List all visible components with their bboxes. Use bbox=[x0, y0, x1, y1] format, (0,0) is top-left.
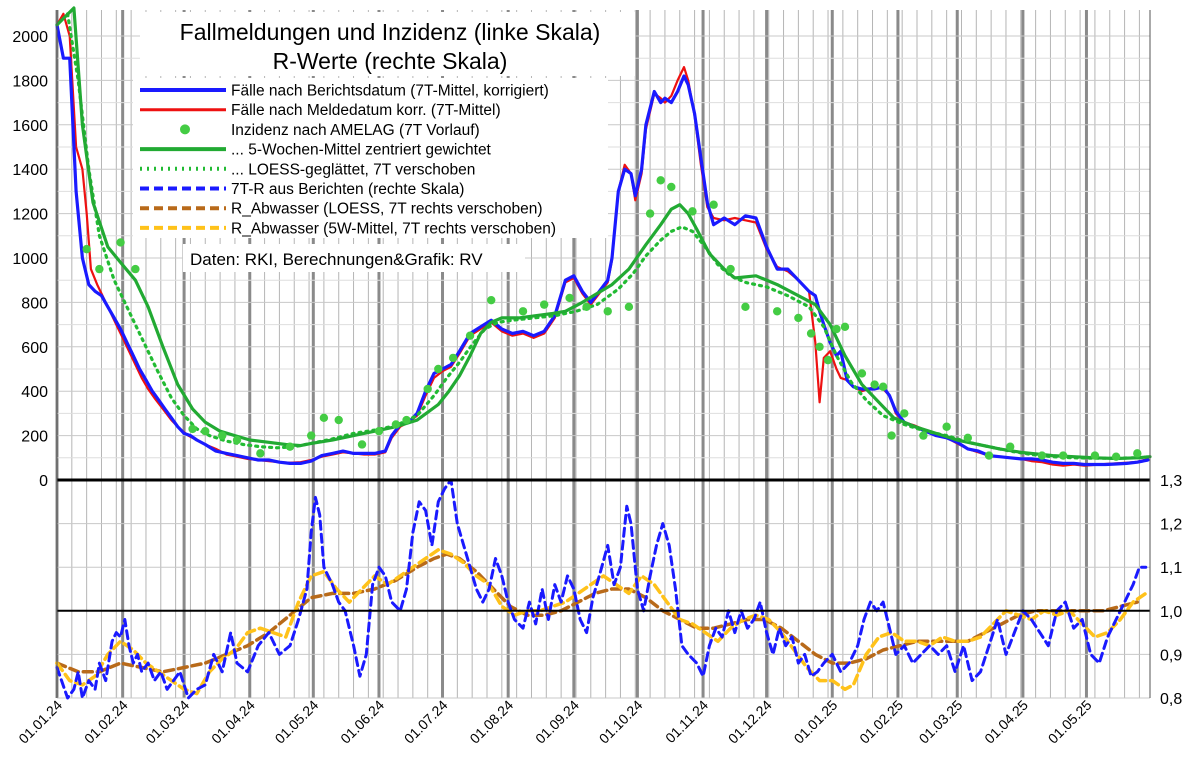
series-amelag-dots-point bbox=[900, 409, 909, 418]
y-left-tick-label: 2000 bbox=[12, 29, 48, 46]
series-amelag-dots-point bbox=[487, 295, 496, 305]
legend-label: ... 5-Wochen-Mittel zentriert gewichtet bbox=[231, 142, 492, 159]
series-amelag-dots-point bbox=[656, 176, 665, 185]
series-amelag-dots-point bbox=[1005, 442, 1015, 451]
source-note-box bbox=[183, 244, 525, 272]
series-amelag-dots-point bbox=[188, 424, 197, 434]
y-left-tick-label: 1400 bbox=[12, 162, 48, 179]
legend-box bbox=[133, 78, 608, 238]
y-right-tick-label: 0,9 bbox=[1160, 647, 1182, 664]
series-amelag-dots-point bbox=[1111, 452, 1121, 461]
y-left-tick-label: 600 bbox=[21, 340, 48, 357]
series-5w-mittel bbox=[55, 6, 1152, 461]
series-amelag-dots-point bbox=[434, 364, 443, 374]
series-amelag-dots-point bbox=[565, 293, 574, 303]
series-amelag-dots-point bbox=[95, 264, 104, 274]
y-right-tick-label: 1,0 bbox=[1160, 604, 1182, 621]
chart-title: Fallmeldungen und Inzidenz (linke Skala) bbox=[180, 19, 601, 45]
legend-label: R_Abwasser (5W-Mittel, 7T rechts verscho… bbox=[231, 220, 556, 237]
y-left-tick-label: 1200 bbox=[12, 207, 48, 224]
series-amelag-dots-point bbox=[645, 209, 655, 218]
series-amelag-dots-point bbox=[402, 415, 411, 425]
series-amelag-dots-point bbox=[539, 300, 549, 309]
series-amelag-dots-point bbox=[688, 207, 697, 216]
series-amelag-dots-point bbox=[131, 264, 140, 274]
y-left-tick-label: 200 bbox=[21, 429, 48, 446]
series-amelag-dots-point bbox=[741, 302, 750, 312]
legend-swatch bbox=[180, 124, 190, 135]
y-right-tick-label: 0,8 bbox=[1160, 691, 1182, 708]
series-amelag-dots-point bbox=[448, 353, 458, 363]
series-amelag-dots-point bbox=[319, 413, 329, 423]
series-r-abwasser-5w bbox=[55, 548, 1148, 696]
series-amelag-dots-point bbox=[942, 422, 951, 431]
series-amelag-dots-point bbox=[624, 302, 634, 312]
y-left-tick-label: 400 bbox=[21, 384, 48, 401]
series-amelag-dots-point bbox=[772, 307, 782, 316]
series-amelag-dots-point bbox=[709, 200, 718, 209]
series-r-berichte bbox=[55, 478, 1148, 700]
series-amelag-dots-point bbox=[374, 426, 384, 436]
legend-label: 7T-R aus Berichten (rechte Skala) bbox=[231, 181, 464, 198]
series-amelag-dots-point bbox=[334, 415, 343, 425]
series-amelag-dots-point bbox=[878, 382, 888, 391]
series-amelag-dots-point bbox=[285, 442, 295, 451]
y-left-tick-label: 1600 bbox=[12, 118, 48, 135]
series-amelag-dots-point bbox=[832, 324, 841, 334]
series-amelag-dots-point bbox=[518, 307, 528, 316]
series-amelag-dots-point bbox=[603, 307, 612, 316]
series-amelag-dots-point bbox=[357, 440, 367, 449]
series-layer bbox=[55, 6, 1152, 700]
y-left-tick-label: 0 bbox=[39, 473, 48, 490]
y-left-tick-label: 1000 bbox=[12, 251, 48, 268]
title-box bbox=[140, 12, 635, 76]
series-amelag-dots-point bbox=[256, 449, 265, 458]
series-amelag-dots-point bbox=[201, 426, 210, 436]
y-left-tick-label: 1800 bbox=[12, 73, 48, 90]
series-amelag-dots-point bbox=[887, 431, 896, 440]
y-left-tick-label: 800 bbox=[21, 295, 48, 312]
series-amelag-dots-point bbox=[116, 238, 125, 247]
series-amelag-dots-point bbox=[391, 420, 401, 429]
series-amelag-dots-point bbox=[582, 302, 591, 312]
series-amelag-dots-point bbox=[667, 182, 676, 192]
y-right-tick-label: 1,1 bbox=[1160, 560, 1182, 577]
series-amelag-dots-point bbox=[1133, 449, 1142, 458]
series-amelag-dots-point bbox=[823, 355, 833, 365]
y-right-tick-label: 1,2 bbox=[1160, 517, 1182, 534]
series-amelag-dots-point bbox=[857, 369, 867, 378]
series-amelag-dots-point bbox=[794, 313, 803, 323]
series-amelag-dots-point bbox=[232, 435, 242, 445]
legend-label: Fälle nach Berichtsdatum (7T-Mittel, kor… bbox=[231, 83, 549, 100]
series-amelag-dots-point bbox=[218, 431, 227, 440]
chart-subtitle: R-Werte (rechte Skala) bbox=[273, 48, 508, 74]
series-amelag-dots-point bbox=[984, 451, 994, 460]
series-amelag-dots-point bbox=[1037, 451, 1047, 460]
legend-label: Fälle nach Meldedatum korr. (7T-Mittel) bbox=[231, 102, 501, 119]
series-amelag-dots-point bbox=[840, 322, 850, 332]
legend-label: R_Abwasser (LOESS, 7T rechts verschoben) bbox=[231, 201, 543, 218]
series-amelag-dots-point bbox=[870, 380, 879, 389]
series-amelag-dots-point bbox=[963, 433, 973, 443]
source-note: Daten: RKI, Berechnungen&Grafik: RV bbox=[190, 250, 483, 269]
legend-label: Inzidenz nach AMELAG (7T Vorlauf) bbox=[231, 122, 480, 139]
legend: Fälle nach Berichtsdatum (7T-Mittel, kor… bbox=[133, 78, 608, 238]
series-amelag-dots-point bbox=[919, 431, 928, 440]
series-amelag-dots-point bbox=[82, 244, 91, 254]
series-amelag-dots-point bbox=[423, 384, 432, 394]
series-amelag-dots-point bbox=[306, 431, 316, 440]
series-amelag-dots-point bbox=[806, 329, 816, 338]
series-amelag-dots-point bbox=[815, 342, 824, 351]
y-right-tick-label: 1,3 bbox=[1160, 473, 1182, 490]
series-amelag-dots-point bbox=[1058, 451, 1068, 460]
series-amelag-dots-point bbox=[726, 264, 735, 274]
legend-label: ... LOESS-geglättet, 7T verschoben bbox=[231, 161, 475, 178]
series-amelag-dots-point bbox=[465, 331, 475, 340]
series-amelag-dots-point bbox=[1090, 451, 1100, 460]
